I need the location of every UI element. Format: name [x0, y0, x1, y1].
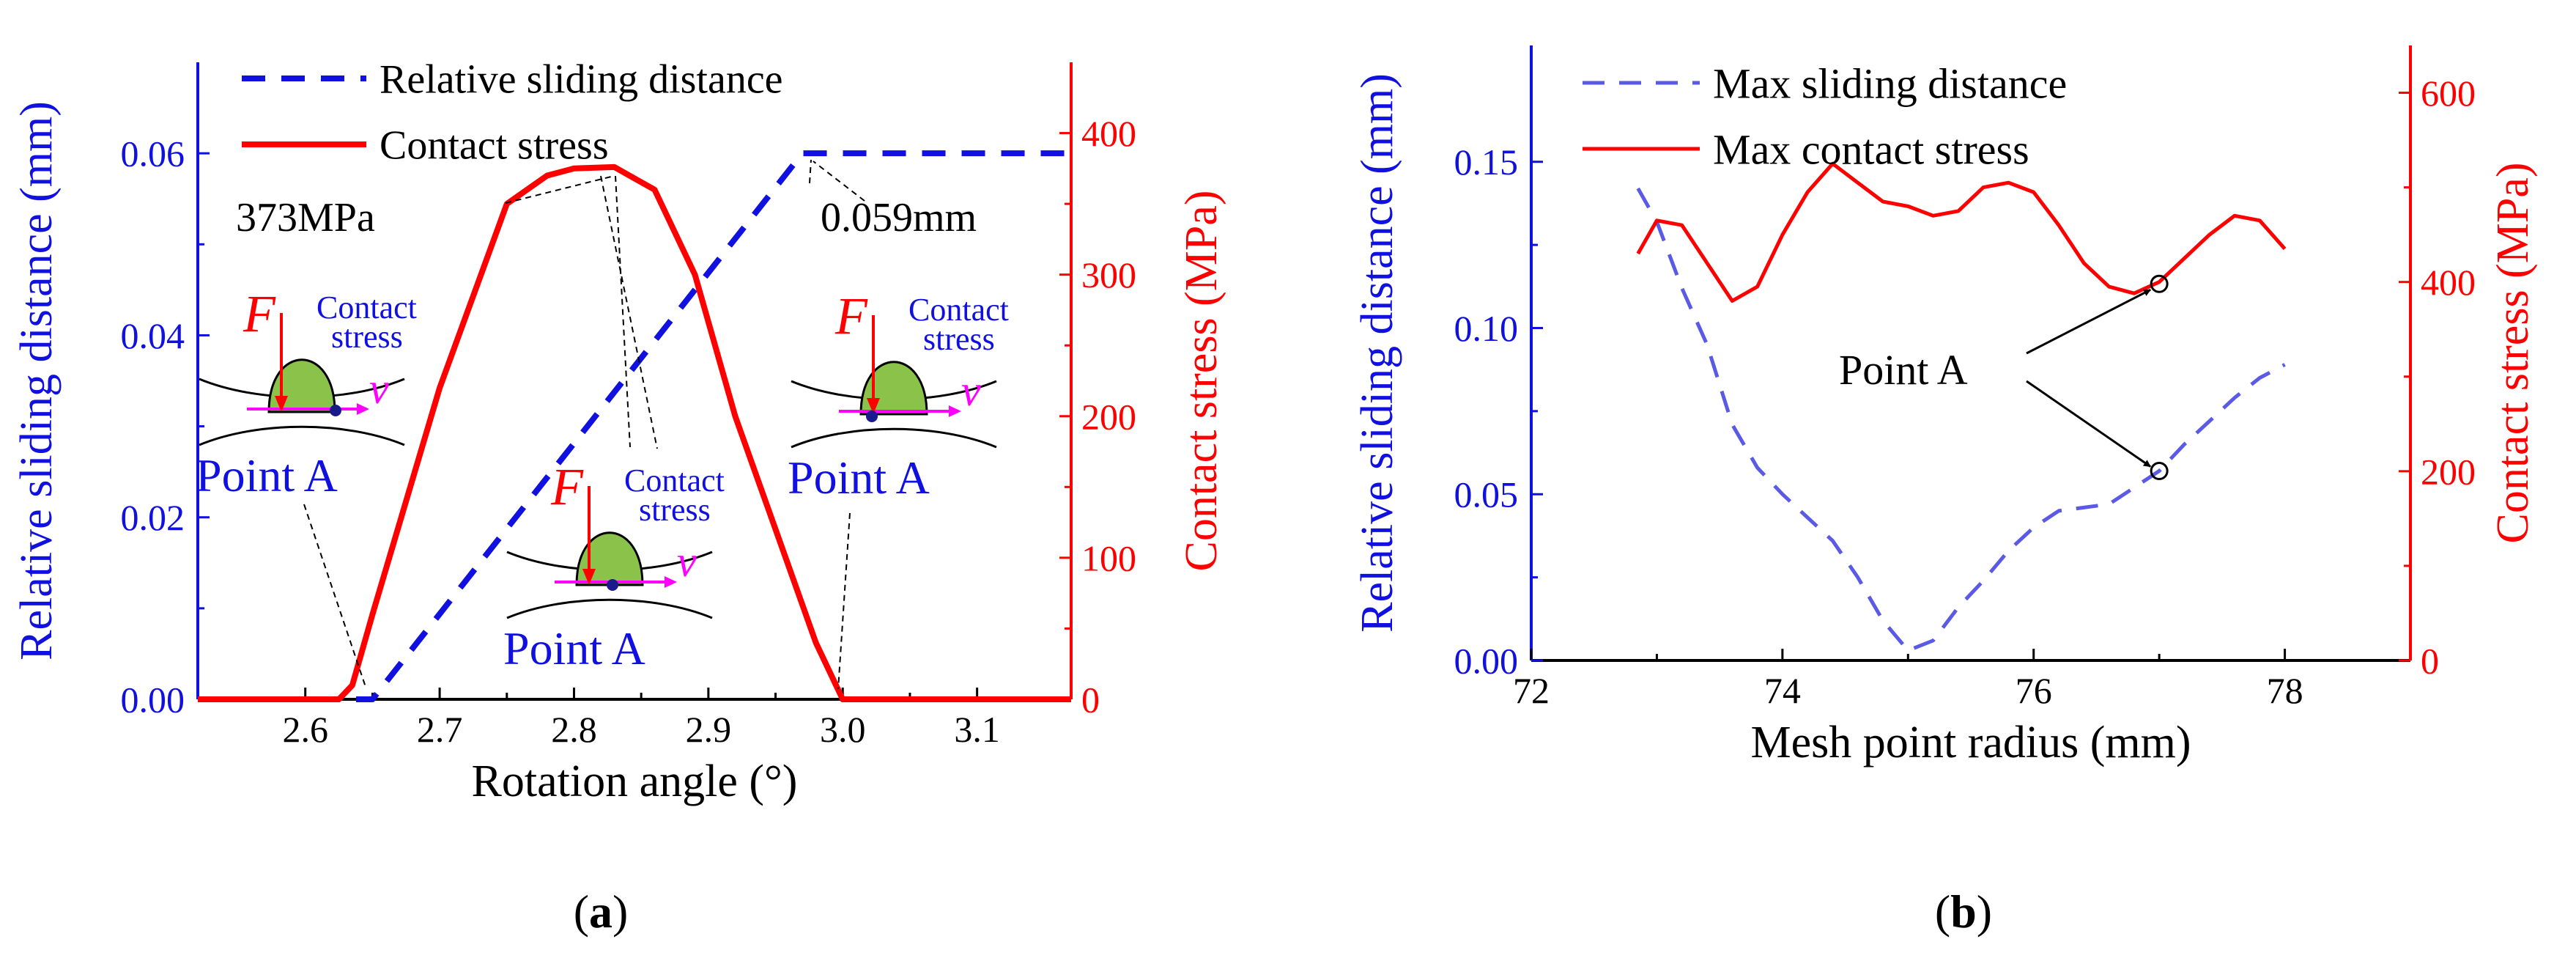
leader-mid-b: [615, 175, 631, 448]
left-tick-label: 0.04: [121, 315, 185, 356]
right-tick-label: 0: [1081, 680, 1100, 721]
point-a-marker: [607, 579, 618, 591]
contact-label: Contact: [317, 290, 417, 325]
caption-a: (a): [574, 885, 629, 938]
force-label: F: [243, 284, 276, 343]
x-tick-label: 2.8: [551, 709, 597, 750]
contact-label: Contact: [908, 292, 1009, 328]
lower-tooth-curve: [506, 598, 713, 619]
left-axis-label: Relative sliding distance (mm): [12, 101, 62, 660]
velocity-label: v: [369, 364, 389, 413]
velocity-label: v: [677, 537, 697, 586]
left-tick-label: 0.15: [1454, 141, 1519, 183]
point-a-slide-marker: [2150, 461, 2169, 480]
x-tick-label: 2.6: [282, 709, 328, 750]
force-label: F: [834, 287, 868, 345]
x-tick-label: 74: [1764, 670, 1801, 711]
point-a-label: Point A: [1839, 346, 1968, 394]
point-a-stress-marker: [2150, 274, 2169, 293]
chart-a: 2.6 2.7 2.8 2.9 3.0 3.1 0.00 0.02 0.04 0.06 0 100 20…: [12, 57, 1226, 806]
stress-label: stress: [639, 492, 711, 528]
legend-label: Contact stress: [380, 123, 609, 169]
legend-label: Relative sliding distance: [380, 57, 783, 103]
force-label: F: [550, 457, 584, 516]
contact-stress-line: [198, 163, 1071, 702]
leader-373: [505, 175, 615, 204]
right-tick-label: 0: [2421, 641, 2439, 682]
x-tick-label: 72: [1513, 670, 1550, 711]
leader-right: [837, 512, 851, 690]
legend-label: Max sliding distance: [1713, 59, 2067, 107]
force-arrowhead: [867, 398, 880, 414]
legend-label: Max contact stress: [1713, 125, 2029, 173]
stress-peak-label: 373MPa: [236, 195, 375, 240]
contact-stress-line: [1636, 161, 2287, 303]
left-tick-label: 0.10: [1454, 308, 1519, 349]
point-a-arrow-slide: [2026, 380, 2151, 468]
point-a-marker: [330, 405, 341, 416]
left-tick-label: 0.06: [121, 133, 185, 174]
velocity-label: v: [961, 367, 981, 415]
right-tick-label: 200: [2421, 451, 2476, 492]
contact-label: Contact: [624, 463, 725, 498]
x-tick-label: 2.7: [417, 709, 463, 750]
force-arrowhead: [582, 569, 596, 585]
right-tick-label: 300: [1081, 254, 1136, 295]
point-a-marker: [866, 410, 878, 422]
right-axis-label: Contact stress (MPa): [1177, 190, 1226, 571]
left-tick-label: 0.05: [1454, 474, 1519, 515]
sliding-distance-line: [1636, 187, 2286, 652]
x-tick-label: 76: [2016, 670, 2052, 711]
lower-tooth-curve: [199, 425, 405, 446]
x-tick-label: 78: [2267, 670, 2303, 711]
point-a-label: Point A: [788, 452, 930, 504]
right-axis-label: Contact stress (MPa): [2488, 162, 2538, 543]
caption-b: (b): [1935, 885, 1992, 938]
x-axis-label: Rotation angle (°): [472, 756, 798, 806]
x-axis-label: Mesh point radius (mm): [1751, 718, 2191, 767]
x-tick-label: 3.0: [820, 709, 866, 750]
slide-max-label: 0.059mm: [821, 195, 977, 240]
left-axis-label: Relative sliding distance (mm): [1352, 73, 1402, 633]
right-tick-label: 400: [1081, 113, 1136, 154]
leader-left: [303, 504, 367, 690]
right-tick-label: 100: [1081, 537, 1136, 578]
right-tick-label: 600: [2421, 73, 2476, 114]
velocity-arrowhead: [357, 403, 369, 415]
stress-label: stress: [923, 321, 995, 357]
leader-mid-a: [600, 175, 658, 449]
force-arrowhead: [275, 396, 288, 412]
velocity-arrowhead: [949, 405, 961, 417]
leader-059b: [813, 161, 865, 202]
stress-label: stress: [331, 319, 403, 355]
point-a-arrow-stress: [2026, 288, 2152, 355]
lower-tooth-curve: [791, 427, 997, 449]
leader-059a: [809, 159, 812, 184]
left-tick-label: 0.02: [121, 497, 185, 538]
left-tick-label: 0.00: [1454, 641, 1519, 682]
point-a-label: Point A: [503, 622, 645, 674]
right-tick-label: 200: [1081, 396, 1136, 437]
velocity-arrowhead: [665, 576, 677, 588]
right-tick-label: 400: [2421, 262, 2476, 303]
point-a-label: Point A: [196, 449, 338, 501]
chart-b: 72 74 76 78 0.00 0.05 0.10 0.15 0 200 400 600 Mesh p…: [1352, 45, 2538, 767]
x-tick-label: 3.1: [954, 709, 1000, 750]
left-tick-label: 0.00: [121, 680, 185, 721]
x-tick-label: 2.9: [686, 709, 732, 750]
